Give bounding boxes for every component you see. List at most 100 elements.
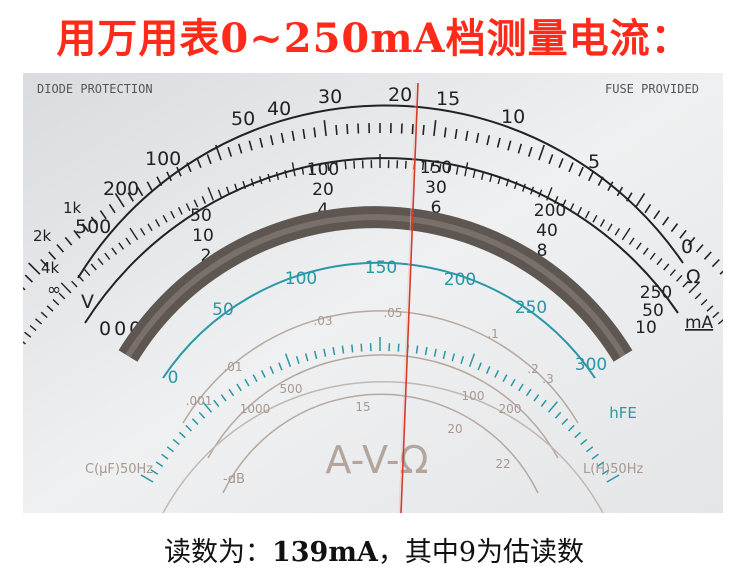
tick-mark (548, 154, 554, 165)
tick-mark (628, 237, 635, 245)
dc250-label-150: 150 (420, 158, 452, 178)
cap-label-01: .01 (223, 360, 242, 374)
tick-mark (291, 130, 295, 141)
tick-mark (23, 341, 26, 345)
lower-label-200: 200 (499, 402, 522, 416)
tick-mark (614, 228, 620, 236)
tick-mark (669, 269, 676, 277)
ohm-label-5: 5 (588, 151, 600, 173)
hfe-ticks (140, 337, 620, 483)
tick-mark (518, 383, 524, 392)
ohm-label-4k: 4k (41, 259, 60, 277)
tick-mark (502, 374, 508, 383)
tick-mark (29, 324, 37, 332)
cap-label-3: .3 (542, 372, 553, 386)
tick-mark (475, 132, 480, 143)
tick-mark (455, 166, 459, 175)
tick-mark (712, 311, 720, 319)
needle-reflection (398, 82, 417, 513)
dc50-label-10: 10 (192, 226, 214, 246)
tick-mark (225, 186, 230, 195)
tick-mark (415, 345, 419, 354)
tick-mark (422, 162, 425, 171)
tick-mark (553, 196, 559, 204)
tick-mark (464, 162, 469, 177)
tick-mark (114, 192, 125, 208)
tick-mark (146, 181, 153, 191)
page-title: 用万用表0~250mA档测量电流： (56, 15, 692, 62)
tick-mark (472, 169, 476, 179)
tick-mark (234, 183, 238, 192)
tick-mark (150, 469, 159, 475)
tick-mark (477, 362, 482, 371)
tick-mark (291, 162, 296, 177)
tick-mark (586, 446, 594, 453)
dc50-label-30: 30 (425, 178, 447, 198)
tick-mark (494, 369, 500, 378)
tick-mark (599, 219, 606, 227)
lower-label-100: 100 (462, 389, 485, 403)
tick-mark (198, 411, 206, 419)
tick-mark (267, 173, 271, 182)
tick-mark (196, 158, 202, 169)
tick-mark (156, 176, 163, 186)
tick-mark (73, 229, 81, 239)
caption-value: 139mA (271, 537, 378, 568)
tick-mark (568, 162, 574, 173)
tick-mark (166, 446, 174, 453)
tick-mark (510, 378, 516, 387)
tick-mark (295, 355, 300, 365)
tick-mark (172, 438, 180, 446)
tick-mark (35, 318, 43, 325)
tick-mark (663, 263, 670, 271)
tick-mark (127, 192, 134, 202)
tick-mark (170, 210, 176, 219)
tick-mark (454, 128, 458, 140)
tick-mark (242, 180, 247, 190)
tick-mark (591, 453, 599, 460)
tick-mark (438, 164, 442, 173)
tick-mark (191, 418, 199, 426)
tick-mark (442, 350, 447, 359)
tick-mark (90, 216, 98, 226)
hfe-label-100: 100 (285, 269, 317, 289)
tick-mark (642, 247, 649, 255)
tick-mark (40, 311, 48, 319)
tick-mark (250, 178, 255, 187)
hfe-label-300: 300 (575, 355, 607, 375)
db-label: -dB (223, 472, 245, 487)
tick-mark (601, 469, 610, 475)
diode-protection-label: DIODE PROTECTION (37, 82, 153, 96)
hfe-label-50: 50 (212, 300, 234, 320)
tick-mark (341, 345, 345, 354)
cap-label-05: .05 (383, 306, 402, 320)
tick-mark (489, 173, 493, 182)
tick-mark (278, 362, 283, 371)
tick-mark (313, 127, 317, 138)
tick-mark (71, 280, 78, 288)
tick-mark (332, 346, 336, 356)
tick-mark (40, 258, 49, 268)
ohm-symbol: Ω (686, 266, 701, 288)
tick-mark (360, 343, 363, 352)
tick-mark (313, 350, 318, 359)
tick-mark (443, 127, 447, 138)
tick-mark (540, 399, 547, 407)
tick-mark (284, 353, 292, 368)
tick-mark (236, 383, 242, 392)
ohm-label-500: 500 (75, 216, 111, 238)
tick-mark (653, 210, 661, 220)
tick-mark (353, 160, 356, 169)
tick-mark (346, 124, 349, 135)
tick-mark (397, 343, 400, 352)
tick-mark (676, 274, 683, 282)
tick-mark (118, 242, 125, 250)
tick-mark (485, 366, 491, 374)
tick-mark (46, 305, 54, 312)
dc250-label-200: 200 (534, 201, 566, 221)
tick-mark (161, 453, 169, 460)
tick-mark (411, 124, 414, 135)
tick-mark (99, 210, 107, 220)
tick-mark (679, 229, 687, 239)
lower-label-20: 20 (447, 422, 462, 436)
